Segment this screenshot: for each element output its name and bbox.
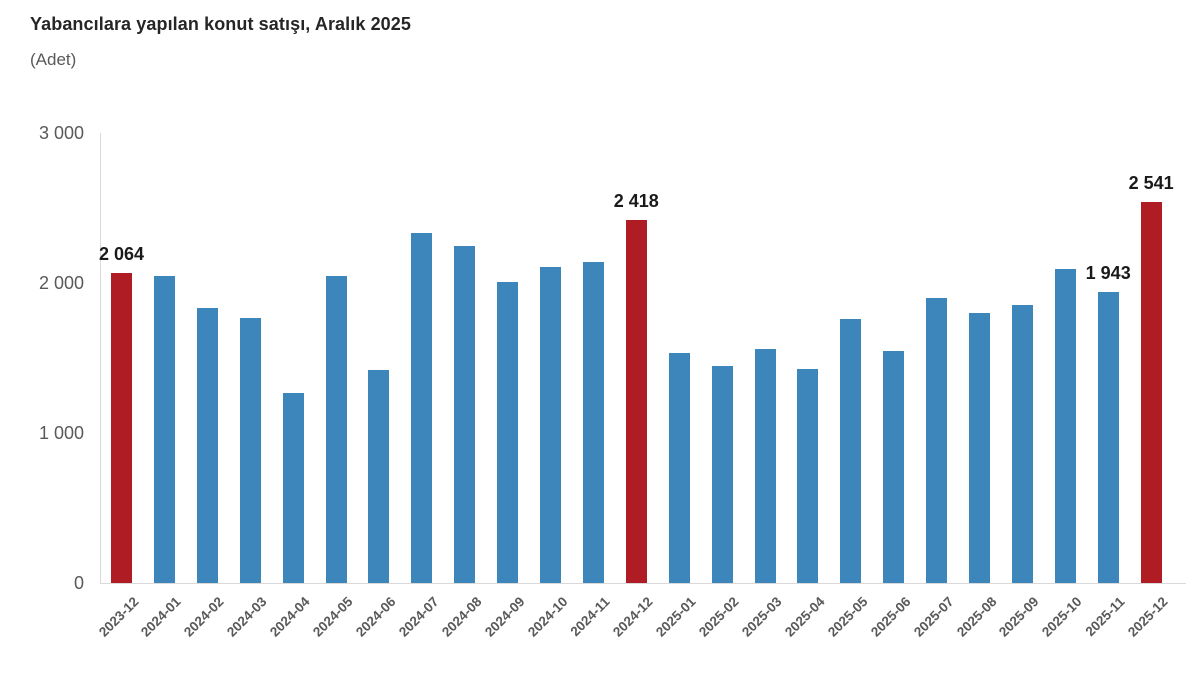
bar-2025-06 bbox=[883, 351, 905, 583]
bar-2024-10 bbox=[540, 266, 561, 583]
bar-2025-09 bbox=[1011, 304, 1033, 583]
y-axis-tick-label: 3 000 bbox=[38, 123, 84, 143]
bar-2025-02 bbox=[711, 366, 733, 583]
bar-2023-12 bbox=[111, 273, 132, 583]
bar-2024-05 bbox=[325, 275, 347, 583]
bar-2024-08 bbox=[454, 246, 476, 583]
y-axis-tick-label: 0 bbox=[73, 573, 84, 593]
bar-2025-12 bbox=[1140, 201, 1162, 583]
x-axis-line bbox=[100, 583, 1186, 584]
bar-2024-01 bbox=[153, 275, 175, 583]
bar-2025-05 bbox=[840, 319, 862, 583]
y-axis-tick-label: 2 000 bbox=[38, 273, 84, 293]
bar-2024-02 bbox=[196, 307, 218, 583]
chart-title: Yabancılara yapılan konut satışı, Aralık… bbox=[30, 14, 412, 34]
bar-2025-10 bbox=[1054, 268, 1076, 583]
chart-unit-label: (Adet) bbox=[30, 50, 77, 69]
value-label-2025-11: 1 943 bbox=[1085, 262, 1131, 283]
value-label-2024-12: 2 418 bbox=[613, 191, 659, 212]
bar-2025-04 bbox=[797, 369, 819, 583]
bar-2025-03 bbox=[754, 349, 776, 583]
bar-2025-11 bbox=[1097, 291, 1119, 583]
value-label-2025-12: 2 541 bbox=[1128, 172, 1174, 193]
bar-2024-06 bbox=[368, 370, 390, 583]
value-label-2023-12: 2 064 bbox=[98, 244, 145, 265]
y-axis-line bbox=[100, 133, 101, 583]
bar-2024-04 bbox=[282, 393, 304, 583]
bar-2024-09 bbox=[497, 281, 519, 583]
bar-2025-01 bbox=[668, 352, 690, 583]
bar-2024-11 bbox=[582, 262, 604, 583]
bar-2024-07 bbox=[411, 232, 433, 583]
x-axis-label-2023-12: 2023-12 bbox=[95, 594, 142, 640]
y-axis-tick-label: 1 000 bbox=[38, 423, 84, 443]
bar-2025-08 bbox=[969, 313, 990, 583]
bar-2024-03 bbox=[239, 318, 261, 583]
bar-2024-12 bbox=[625, 220, 647, 583]
bar-2025-07 bbox=[926, 298, 948, 583]
